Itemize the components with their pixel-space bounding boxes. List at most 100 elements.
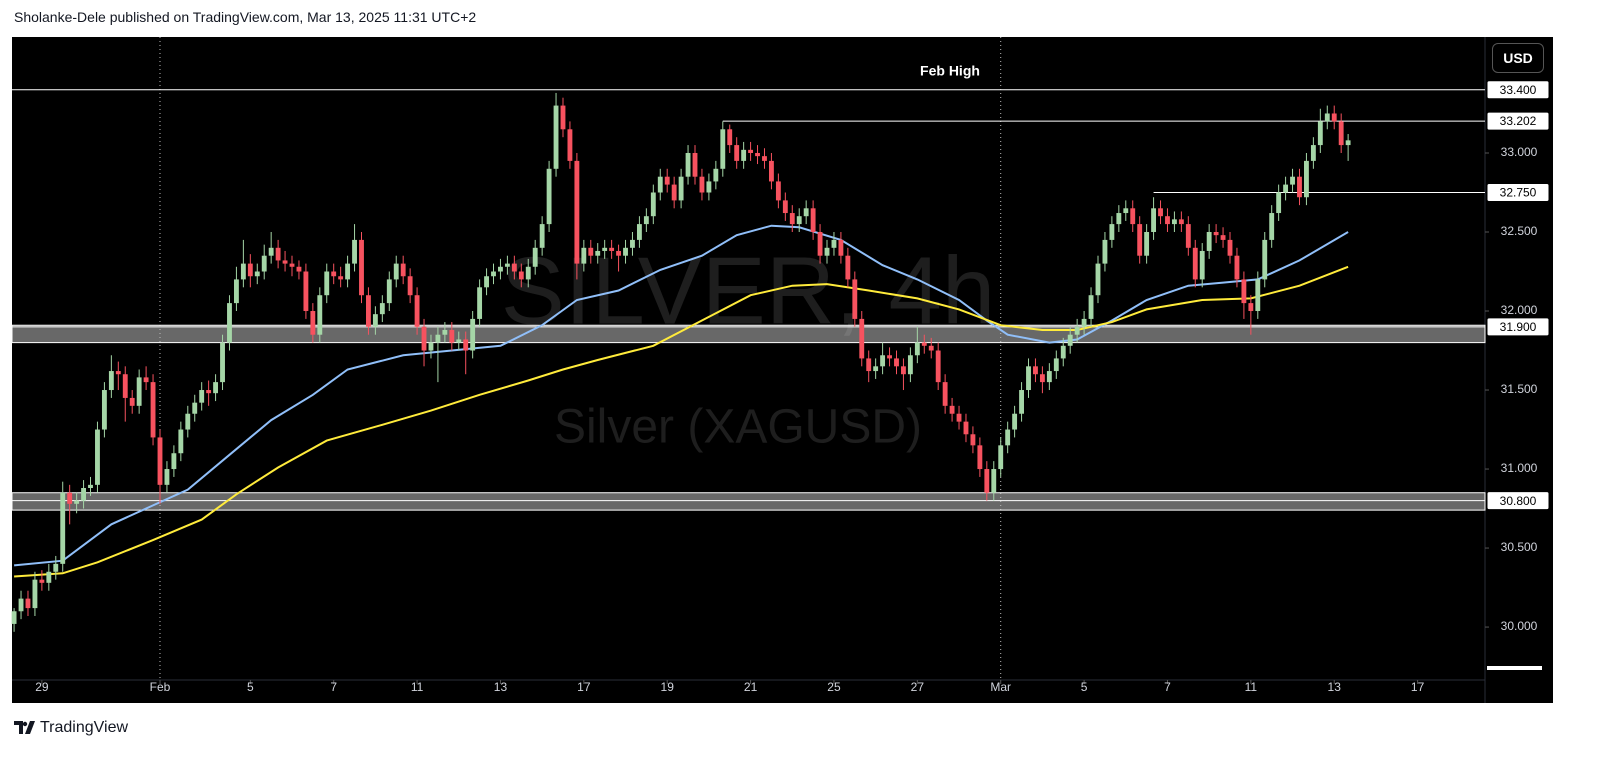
candle-body [1304,160,1309,198]
x-tick-label: Mar [990,680,1011,694]
x-tick-label: 21 [744,680,758,694]
candle-body [914,342,920,356]
candle-body [977,445,983,470]
candle-body [1046,371,1052,383]
candle-body [324,271,330,296]
y-tick-label: 30.500 [1501,540,1538,554]
x-tick-label: 7 [1164,680,1171,694]
x-tick-label: 5 [1081,680,1088,694]
candle-body [108,371,114,391]
candle-body [1026,366,1031,391]
candle-body [894,358,899,367]
candle-body [741,149,747,161]
candle-body [935,350,941,383]
zone [11,324,1486,344]
y-tick-label: 31.000 [1501,461,1538,475]
candle-body [1178,219,1184,225]
candle-body [393,263,399,280]
candle-body [101,390,107,430]
candle-body [1297,176,1302,198]
candle-body [1151,208,1157,233]
candle-body [254,271,260,277]
candle-body [678,176,684,201]
candle-body [185,413,191,430]
candle-body [1144,232,1150,256]
candle-body [1067,334,1073,346]
candle-body [567,129,573,161]
candle-body [699,176,705,193]
candle-body [379,303,385,315]
candle-body [32,579,38,609]
price-tag-label: 31.900 [1500,320,1537,334]
x-tick-label: 13 [494,680,508,694]
candle-body [768,160,774,182]
candle-body [525,266,531,280]
candle-body [650,192,656,217]
candle-body [630,239,635,248]
candle-body [220,342,225,383]
candle-body [1053,358,1059,372]
candle-body [1033,366,1038,375]
candle-body [1248,303,1254,312]
price-tag [1486,317,1550,337]
candle-body [657,176,663,193]
candle-body [491,271,496,277]
candle-body [1220,235,1226,240]
candle-body [233,279,239,304]
x-tick-label: 7 [330,680,337,694]
candle-body [991,469,997,493]
price-tag [1486,491,1550,511]
candle-body [1317,121,1323,146]
candle-body [18,598,24,612]
candle-body [289,263,295,267]
candle-body [1290,176,1295,185]
candle-body [511,263,517,272]
candle-body [560,105,566,130]
candle-body [824,247,830,256]
candle-body [317,295,323,335]
candle-body [122,374,128,398]
candle-body [435,334,441,343]
candle-body [671,184,677,201]
candle-body [706,181,712,193]
candle-body [192,402,198,414]
candle-body [199,390,205,403]
publish-info: Sholanke-Dele published on TradingView.c… [14,9,477,25]
x-tick-label: 13 [1328,680,1342,694]
x-tick-label: 29 [35,680,49,694]
candle-body [1338,121,1344,146]
candle-body [345,263,351,280]
candle-body [775,181,781,201]
candle-body [1206,232,1212,251]
candle-body [1241,279,1247,304]
candle-body [338,276,344,280]
candle-body [414,295,420,327]
candle-body [643,216,649,225]
candle-body [171,453,177,470]
candle-body [720,129,726,169]
candle-body [1137,224,1143,256]
candle-body [463,339,469,351]
candle-body [1088,295,1094,319]
candle-body [1074,326,1080,335]
candle-body [247,263,253,277]
candle-body [470,318,476,351]
candle-body [984,469,990,493]
candle-body [386,279,392,304]
y-tick-label: 33.000 [1501,145,1538,159]
candle-body [88,484,93,489]
candle-body [178,429,184,454]
candle-body [880,355,886,367]
currency-button[interactable]: USD [1492,43,1544,73]
x-tick-label: 11 [1245,680,1258,694]
candle-body [129,397,135,406]
candle-body [442,329,448,335]
candle-body [296,266,302,272]
candle-body [372,314,378,327]
candle-body [873,366,879,372]
candle-body [282,260,288,264]
chart-background [12,37,1553,703]
candle-body [817,232,823,256]
